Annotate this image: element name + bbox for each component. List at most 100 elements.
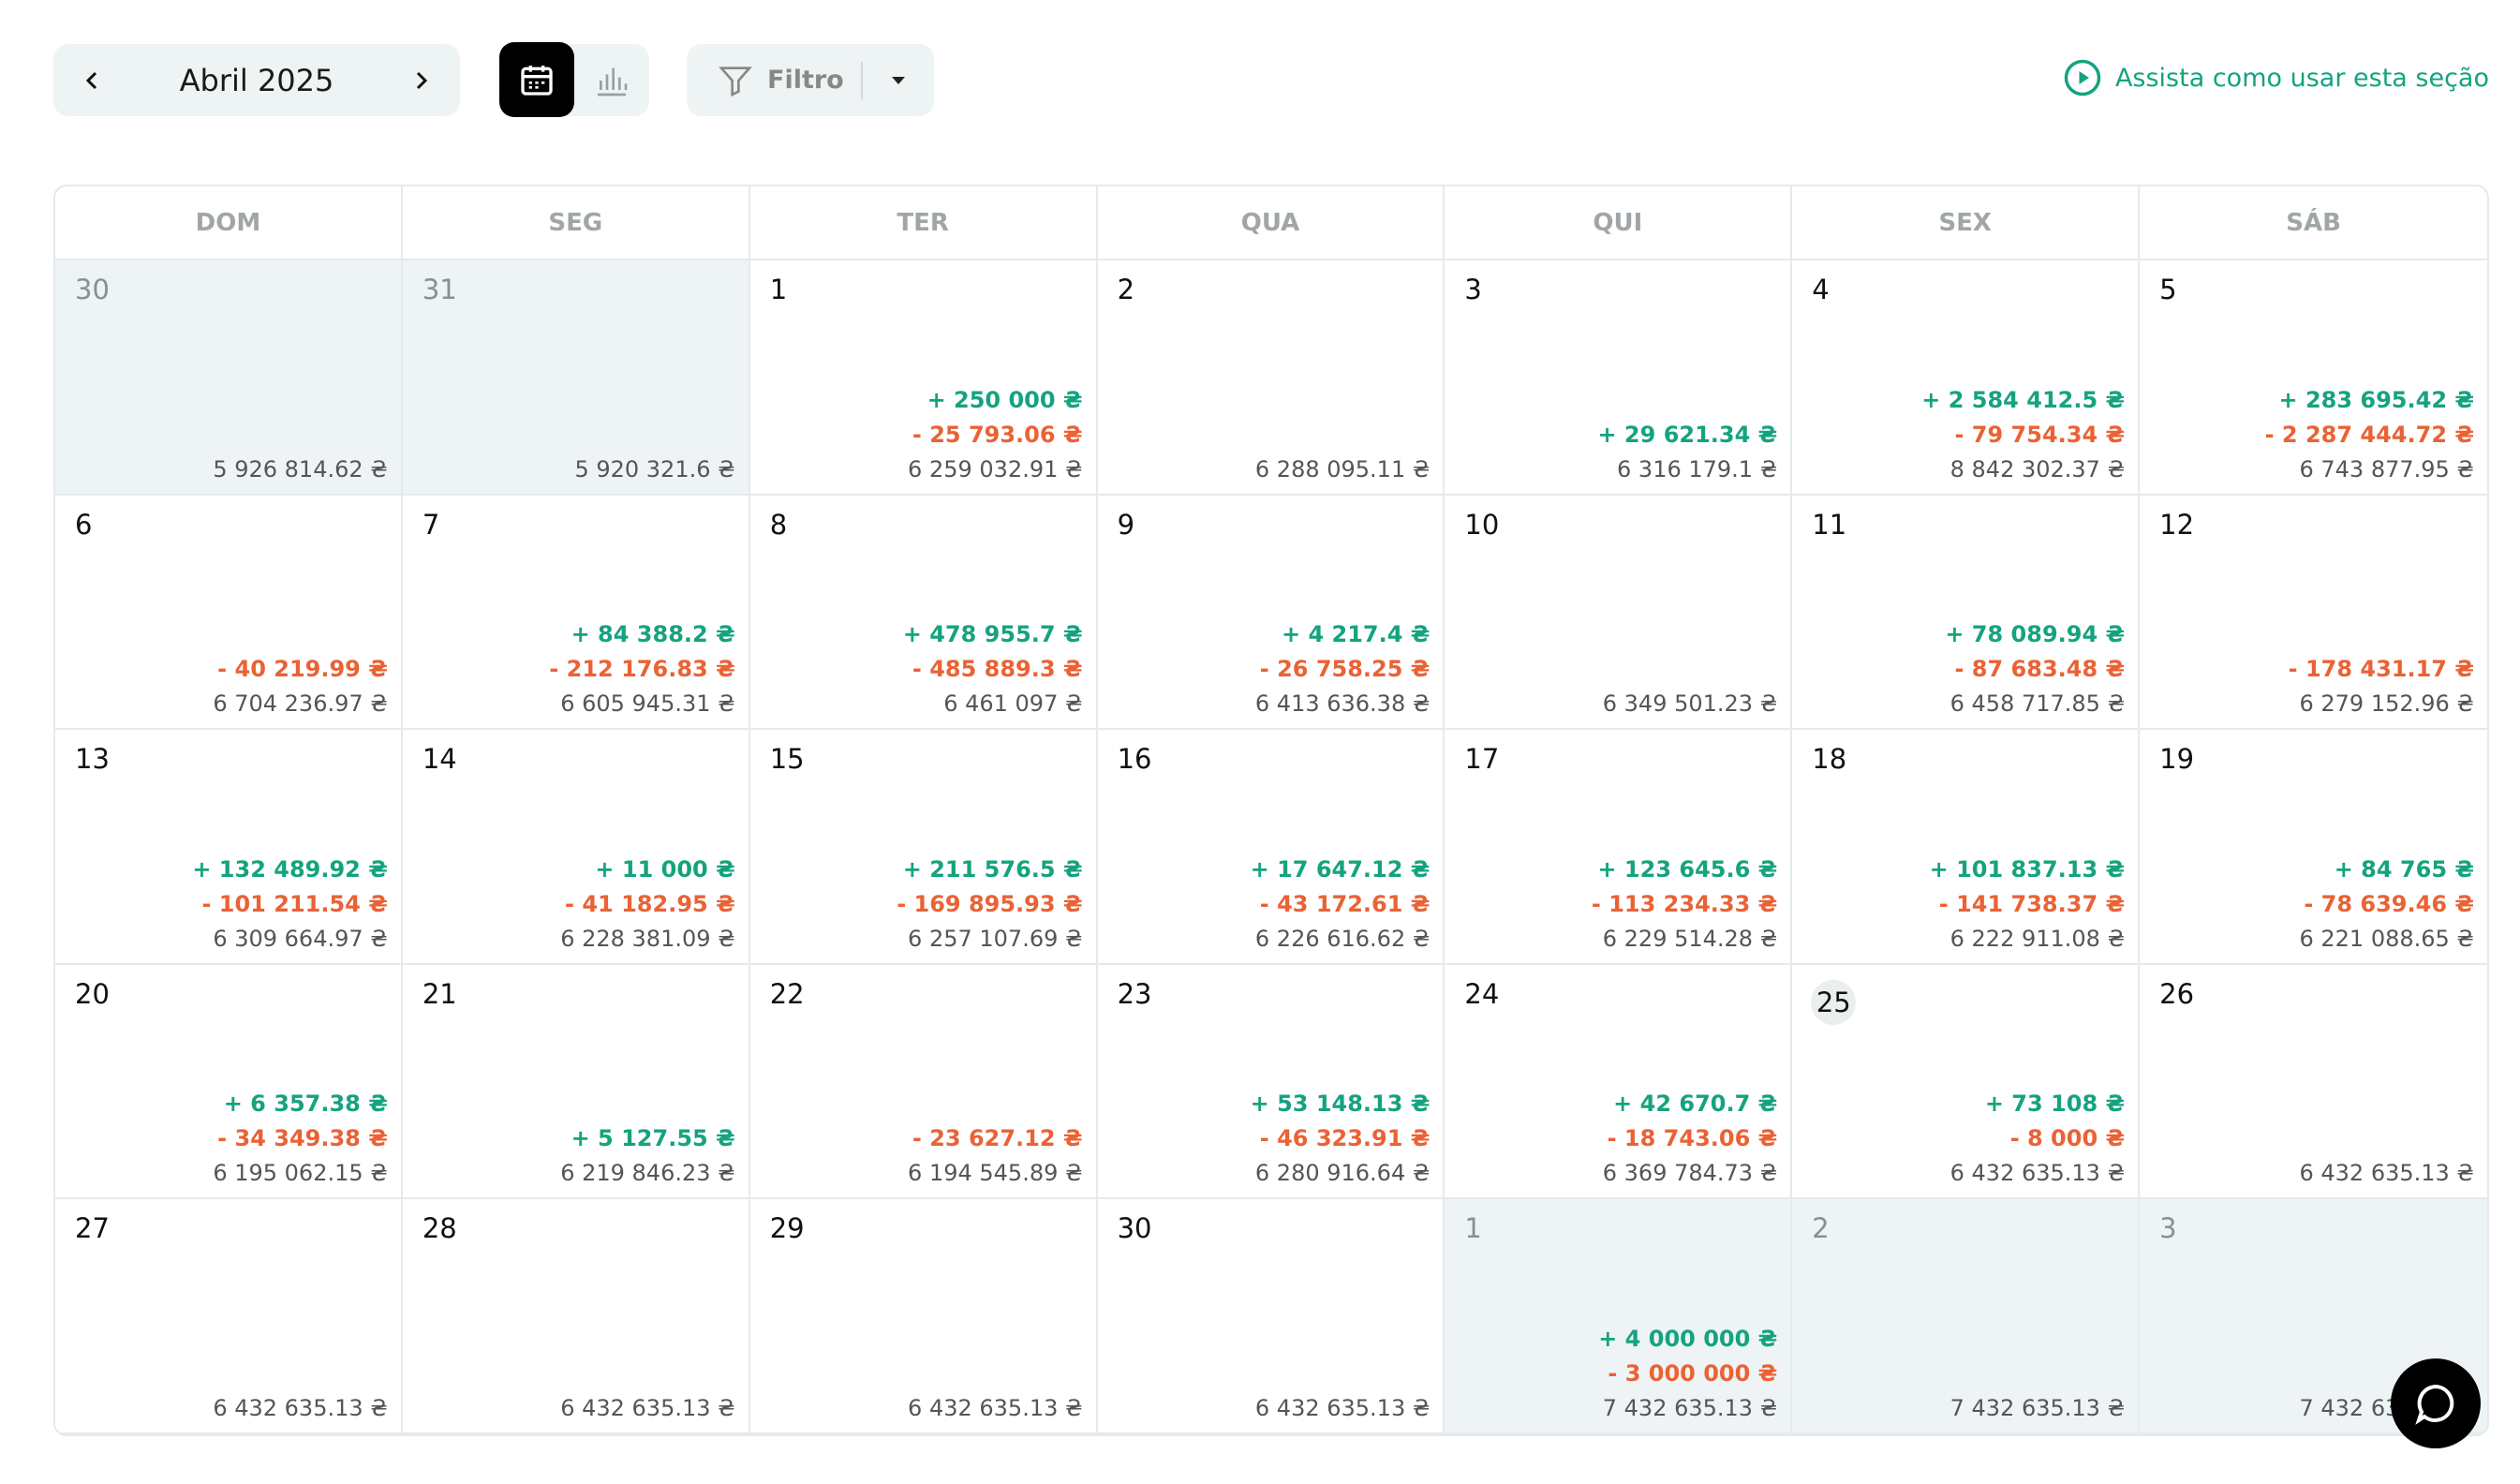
day-number: 6 bbox=[75, 508, 93, 541]
balance: 6 195 062.15 ₴ bbox=[213, 1160, 388, 1187]
help-link[interactable]: Assista como usar esta seção bbox=[2063, 58, 2489, 97]
day-cell[interactable]: 27 6 432 635.13 ₴ bbox=[55, 1199, 403, 1434]
expense: - 79 754.34 ₴ bbox=[1954, 421, 2126, 448]
day-number: 15 bbox=[769, 743, 805, 776]
amounts: + 84 388.2 ₴ - 212 176.83 ₴ 6 605 945.31 ₴ bbox=[549, 621, 734, 717]
day-cell[interactable]: 11 + 78 089.94 ₴ - 87 683.48 ₴ 6 458 717.85… bbox=[1792, 495, 2141, 731]
amounts: + 29 621.34 ₴ 6 316 179.1 ₴ bbox=[1597, 422, 1777, 482]
amounts: + 84 765 ₴ - 78 639.46 ₴ 6 221 088.65 ₴ bbox=[2299, 856, 2474, 952]
day-number: 27 bbox=[75, 1212, 110, 1245]
balance: 6 279 152.96 ₴ bbox=[2299, 690, 2474, 718]
income: + 11 000 ₴ bbox=[595, 855, 735, 883]
day-cell[interactable]: 5 + 283 695.42 ₴ - 2 287 444.72 ₴ 6 743 877… bbox=[2140, 260, 2487, 496]
balance: 6 280 916.64 ₴ bbox=[1254, 1160, 1430, 1187]
income: + 84 765 ₴ bbox=[2334, 855, 2474, 883]
day-number: 12 bbox=[2159, 508, 2195, 541]
balance: 6 219 846.23 ₴ bbox=[560, 1160, 735, 1187]
month-switcher: Abril 2025 bbox=[53, 44, 460, 116]
day-number: 10 bbox=[1464, 508, 1500, 541]
day-cell[interactable]: 17 + 123 645.6 ₴ - 113 234.33 ₴ 6 229 514.2… bbox=[1445, 730, 1793, 965]
day-number: 17 bbox=[1464, 743, 1500, 776]
income: + 29 621.34 ₴ bbox=[1597, 421, 1778, 448]
day-cell[interactable]: 30 6 432 635.13 ₴ bbox=[1097, 1199, 1445, 1434]
amounts: 6 432 635.13 ₴ bbox=[213, 1395, 388, 1421]
day-cell[interactable]: 23 + 53 148.13 ₴ - 46 323.91 ₴ 6 280 916.64… bbox=[1097, 964, 1445, 1200]
amounts: + 283 695.42 ₴ - 2 287 444.72 ₴ 6 743 877.… bbox=[2265, 387, 2474, 482]
income: + 84 388.2 ₴ bbox=[571, 621, 735, 648]
day-cell[interactable]: 15 + 211 576.5 ₴ - 169 895.93 ₴ 6 257 107.6… bbox=[749, 730, 1098, 965]
amounts: + 101 837.13 ₴ - 141 738.37 ₴ 6 222 911.08… bbox=[1930, 856, 2126, 952]
amounts: 6 432 635.13 ₴ bbox=[908, 1395, 1083, 1421]
day-cell[interactable]: 28 6 432 635.13 ₴ bbox=[402, 1199, 750, 1434]
amounts: 5 926 814.62 ₴ bbox=[213, 456, 388, 482]
day-number: 30 bbox=[1117, 1212, 1152, 1245]
amounts: 6 349 501.23 ₴ bbox=[1603, 690, 1778, 717]
day-number: 19 bbox=[2159, 743, 2195, 776]
prev-month[interactable] bbox=[82, 69, 104, 92]
day-cell[interactable]: 19 + 84 765 ₴ - 78 639.46 ₴ 6 221 088.65 ₴ bbox=[2140, 730, 2487, 965]
day-cell[interactable]: 14 + 11 000 ₴ - 41 182.95 ₴ 6 228 381.09 ₴ bbox=[402, 730, 750, 965]
day-cell[interactable]: 29 6 432 635.13 ₴ bbox=[749, 1199, 1098, 1434]
day-cell[interactable]: 1 + 4 000 000 ₴ - 3 000 000 ₴ 7 432 635.13 … bbox=[1445, 1199, 1793, 1434]
amounts: 6 432 635.13 ₴ bbox=[2299, 1160, 2474, 1186]
income: + 42 670.7 ₴ bbox=[1613, 1091, 1778, 1118]
amounts: 6 288 095.11 ₴ bbox=[1255, 456, 1430, 482]
weekday: TER bbox=[749, 186, 1098, 260]
day-cell[interactable]: 7 + 84 388.2 ₴ - 212 176.83 ₴ 6 605 945.31 … bbox=[402, 495, 750, 731]
amounts: + 53 148.13 ₴ - 46 323.91 ₴ 6 280 916.64 ₴ bbox=[1251, 1091, 1430, 1186]
day-number: 25 bbox=[1811, 979, 1857, 1025]
day-cell[interactable]: 18 + 101 837.13 ₴ - 141 738.37 ₴ 6 222 911.… bbox=[1792, 730, 2141, 965]
amounts: + 5 127.55 ₴ 6 219 846.23 ₴ bbox=[560, 1125, 735, 1186]
day-number: 3 bbox=[2159, 1212, 2177, 1245]
day-number: 31 bbox=[422, 274, 457, 305]
balance: 6 432 635.13 ₴ bbox=[213, 1395, 388, 1421]
expense: - 34 349.38 ₴ bbox=[217, 1125, 388, 1152]
day-cell[interactable]: 9 + 4 217.4 ₴ - 26 758.25 ₴ 6 413 636.38 ₴ bbox=[1097, 495, 1445, 731]
calendar-view[interactable] bbox=[499, 41, 574, 117]
day-cell[interactable]: 20 + 6 357.38 ₴ - 34 349.38 ₴ 6 195 062.15 … bbox=[55, 964, 403, 1200]
day-cell[interactable]: 26 6 432 635.13 ₴ bbox=[2140, 965, 2487, 1200]
day-cell[interactable]: 10 6 349 501.23 ₴ bbox=[1445, 495, 1793, 731]
day-number: 5 bbox=[2159, 274, 2177, 305]
day-cell[interactable]: 8 + 478 955.7 ₴ - 485 889.3 ₴ 6 461 097 ₴ bbox=[749, 495, 1098, 731]
day-cell[interactable]: 21 + 5 127.55 ₴ 6 219 846.23 ₴ bbox=[402, 964, 750, 1200]
income: + 478 955.7 ₴ bbox=[902, 621, 1083, 648]
day-cell[interactable]: 12 - 178 431.17 ₴ 6 279 152.96 ₴ bbox=[2140, 496, 2487, 731]
day-cell[interactable]: 16 + 17 647.12 ₴ - 43 172.61 ₴ 6 226 616.62… bbox=[1097, 730, 1445, 965]
chat-button[interactable] bbox=[2391, 1358, 2481, 1448]
expense: - 87 683.48 ₴ bbox=[1954, 656, 2126, 683]
amounts: + 17 647.12 ₴ - 43 172.61 ₴ 6 226 616.62 ₴ bbox=[1251, 856, 1430, 952]
day-number: 28 bbox=[422, 1212, 457, 1245]
day-cell[interactable]: 2 7 432 635.13 ₴ bbox=[1792, 1199, 2141, 1434]
day-cell[interactable]: 13 + 132 489.92 ₴ - 101 211.54 ₴ 6 309 664.… bbox=[55, 730, 403, 965]
income: + 5 127.55 ₴ bbox=[571, 1125, 735, 1152]
amounts: - 178 431.17 ₴ 6 279 152.96 ₴ bbox=[2289, 656, 2474, 717]
day-cell[interactable]: 24 + 42 670.7 ₴ - 18 743.06 ₴ 6 369 784.73 … bbox=[1445, 964, 1793, 1200]
amounts: + 78 089.94 ₴ - 87 683.48 ₴ 6 458 717.85 ₴ bbox=[1945, 621, 2125, 717]
balance: 6 369 784.73 ₴ bbox=[1602, 1160, 1778, 1187]
day-cell[interactable]: 3 + 29 621.34 ₴ 6 316 179.1 ₴ bbox=[1445, 260, 1793, 496]
next-month[interactable] bbox=[409, 69, 432, 92]
day-cell[interactable]: 30 5 926 814.62 ₴ bbox=[55, 260, 403, 496]
income: + 283 695.42 ₴ bbox=[2278, 386, 2474, 413]
expense: - 8 000 ₴ bbox=[2009, 1125, 2126, 1152]
day-cell[interactable]: 22 - 23 627.12 ₴ 6 194 545.89 ₴ bbox=[749, 964, 1098, 1200]
balance: 6 316 179.1 ₴ bbox=[1617, 455, 1778, 482]
income: + 78 089.94 ₴ bbox=[1945, 621, 2126, 648]
day-cell[interactable]: 6 - 40 219.99 ₴ 6 704 236.97 ₴ bbox=[55, 495, 403, 731]
day-cell[interactable]: 2 6 288 095.11 ₴ bbox=[1097, 260, 1445, 496]
balance: 6 194 545.89 ₴ bbox=[908, 1160, 1083, 1187]
balance: 6 229 514.28 ₴ bbox=[1602, 925, 1778, 952]
income: + 2 584 412.5 ₴ bbox=[1921, 386, 2126, 413]
chart-view[interactable] bbox=[593, 62, 630, 99]
day-cell[interactable]: 31 5 920 321.6 ₴ bbox=[402, 260, 750, 496]
balance: 6 288 095.11 ₴ bbox=[1254, 455, 1430, 482]
balance: 6 458 717.85 ₴ bbox=[1949, 690, 2126, 718]
day-cell[interactable]: 1 + 250 000 ₴ - 25 793.06 ₴ 6 259 032.91 ₴ bbox=[749, 260, 1098, 496]
day-cell[interactable]: 4 + 2 584 412.5 ₴ - 79 754.34 ₴ 8 842 302.3… bbox=[1792, 260, 2141, 496]
balance: 6 704 236.97 ₴ bbox=[213, 690, 388, 718]
balance: 6 259 032.91 ₴ bbox=[908, 455, 1083, 482]
filter-button[interactable]: Filtro bbox=[687, 44, 934, 116]
expense: - 3 000 000 ₴ bbox=[1608, 1360, 1778, 1387]
day-cell[interactable]: 25 + 73 108 ₴ - 8 000 ₴ 6 432 635.13 ₴ bbox=[1792, 964, 2141, 1200]
